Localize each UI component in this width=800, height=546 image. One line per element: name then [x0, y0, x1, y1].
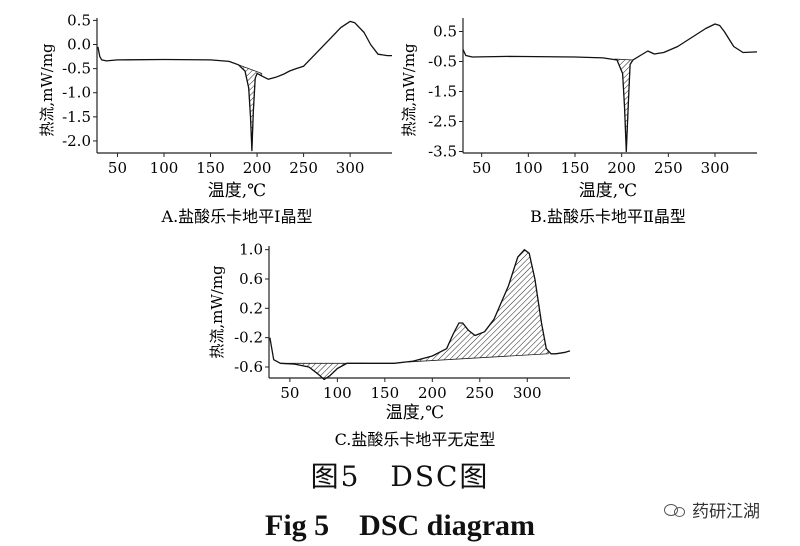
- panel-a-xtick-label: 100: [150, 159, 179, 177]
- panel-c-xtick-label: 300: [513, 384, 542, 402]
- panel-c-chart: 1.00.60.2-0.2-0.650 100 150 200 250 300 温度,℃ …: [208, 241, 571, 449]
- wechat-icon: [664, 503, 686, 517]
- panel-c-shaded-region-1: [280, 362, 366, 381]
- panel-c-xtick-label: 100: [323, 384, 352, 402]
- watermark-text: 药研江湖: [692, 502, 760, 522]
- panel-b-xlabel: 温度,℃: [579, 181, 637, 201]
- panel-c-xtick-label: 200: [418, 384, 447, 402]
- panel-a-xtick-label: 300: [336, 159, 365, 177]
- panel-a-ylabel: 热流,mW/mg: [38, 43, 56, 137]
- panel-b-ytick-label: -1.5: [428, 83, 457, 101]
- panel-b-ylabel: 热流,mW/mg: [400, 43, 418, 137]
- panel-c-dsc-curve: [269, 249, 571, 381]
- panel-b-dsc-curve: [462, 23, 758, 153]
- panel-c-xtick-label: 50: [280, 384, 299, 402]
- panel-c-ytick-label: 1.0: [239, 241, 263, 259]
- panel-b-xtick-label: 300: [701, 159, 730, 177]
- panel-c-shaded-region-2: [408, 249, 549, 363]
- panel-b-xtick-label: 50: [472, 159, 491, 177]
- panel-b-xtick-label: 200: [607, 159, 636, 177]
- panel-a-subtitle: A.盐酸乐卡地平Ⅰ晶型: [161, 207, 313, 226]
- panel-b-ytick-label: -3.5: [428, 143, 457, 161]
- panel-c-subtitle: C.盐酸乐卡地平无定型: [335, 430, 496, 449]
- panel-a-xtick-label: 200: [243, 159, 272, 177]
- panel-a-xtick-label: 150: [196, 159, 225, 177]
- panel-b-ytick-label: -2.5: [428, 113, 457, 131]
- panel-a-ytick-label: 0.5: [67, 11, 91, 29]
- panel-c-ytick-label: 0.6: [239, 270, 263, 288]
- panel-a-xtick-label: 250: [289, 159, 318, 177]
- figure-caption-chinese: 图5 DSC图: [310, 460, 490, 493]
- panel-b-xtick-label: 100: [514, 159, 543, 177]
- panel-c-ylabel: 热流,mW/mg: [208, 265, 226, 359]
- panel-b-xtick-label: 150: [561, 159, 590, 177]
- panel-b-chart: 0.5 -0.5 -1.5 -2.5 -3.5 50 100 150 200 250 300 温度,…: [400, 18, 758, 226]
- panel-a-chart: 0.50.0-0.5-1.0-1.5-2.050 100 150 200 250 300 …: [38, 11, 392, 226]
- panel-b-ytick-label: -0.5: [428, 53, 457, 71]
- panel-a-dsc-curve: [97, 20, 392, 152]
- panel-c-ytick-label: -0.2: [234, 329, 263, 347]
- panel-c-ytick-label: -0.6: [234, 358, 263, 376]
- panel-b-xtick-label: 250: [654, 159, 683, 177]
- panel-b-subtitle: B.盐酸乐卡地平Ⅱ晶型: [530, 207, 686, 226]
- panel-c-xtick-label: 250: [465, 384, 494, 402]
- panel-a-xtick-label: 50: [108, 159, 127, 177]
- panel-c-xlabel: 温度,℃: [386, 403, 444, 423]
- watermark: 药研江湖: [664, 497, 760, 522]
- panel-a-xlabel: 温度,℃: [208, 181, 266, 201]
- panel-a-ytick-label: -1.5: [62, 108, 91, 126]
- panel-a-ytick-label: 0.0: [67, 36, 91, 54]
- panel-a-ytick-label: -0.5: [62, 60, 91, 78]
- panel-b-ytick-label: 0.5: [433, 23, 457, 41]
- panel-a-ytick-label: -2.0: [62, 132, 91, 150]
- panel-c-ytick-label: 0.2: [239, 299, 263, 317]
- panel-a-ytick-label: -1.0: [62, 84, 91, 102]
- panel-c-xtick-label: 150: [371, 384, 400, 402]
- figure-caption-english: Fig 5 DSC diagram: [265, 509, 535, 542]
